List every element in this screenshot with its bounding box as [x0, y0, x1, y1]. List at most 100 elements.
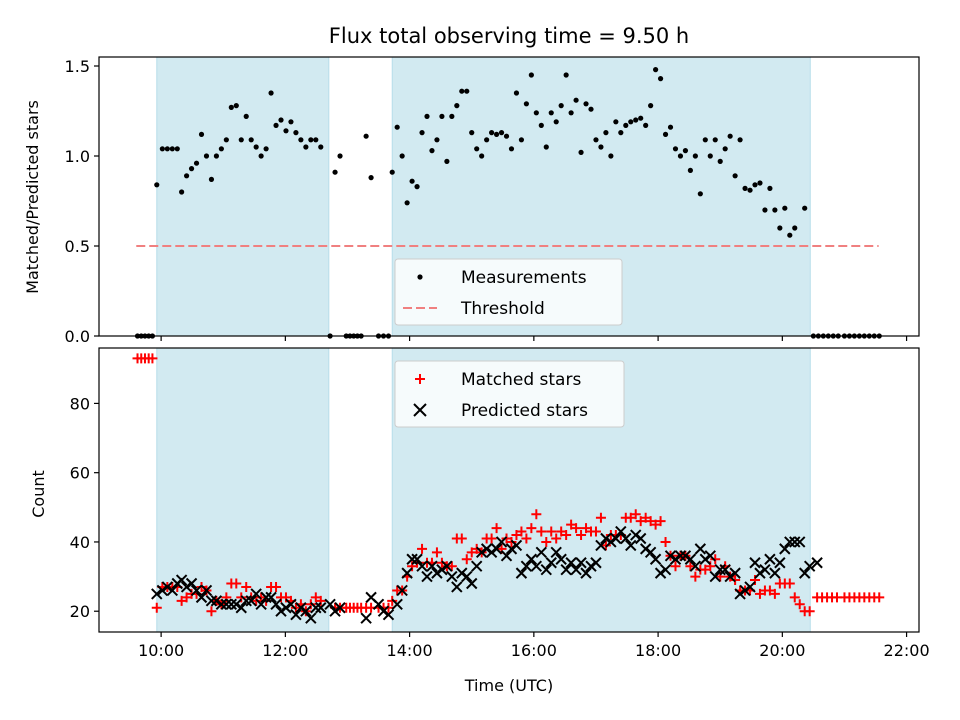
data-point: [315, 602, 327, 614]
data-point: [258, 153, 264, 159]
data-point: [575, 557, 587, 569]
data-point: [669, 553, 682, 565]
series-1: [134, 67, 882, 339]
x-axis-label: Time (UTC): [464, 676, 553, 695]
data-point: [702, 137, 708, 143]
data-point: [240, 595, 252, 607]
data-point: [180, 581, 193, 593]
data-point: [699, 553, 712, 565]
data-point: [628, 119, 634, 125]
data-point: [605, 536, 617, 548]
data-point: [526, 523, 537, 534]
data-point: [387, 595, 398, 606]
data-point: [396, 584, 408, 597]
data-point: [515, 567, 528, 579]
data-point: [250, 588, 262, 600]
data-point: [565, 557, 577, 569]
data-point: [475, 546, 488, 559]
data-point: [670, 561, 681, 572]
data-point: [324, 598, 336, 611]
data-point: [774, 557, 786, 569]
data-point: [516, 526, 527, 537]
x-tick-label: 20:00: [759, 641, 805, 660]
data-point: [553, 119, 559, 125]
data-point: [704, 550, 716, 562]
y-tick-label: 1.0: [65, 147, 90, 166]
data-point: [659, 563, 672, 576]
data-point: [198, 131, 205, 137]
data-point: [717, 158, 723, 164]
data-point: [213, 153, 220, 159]
data-point: [747, 187, 753, 193]
data-point: [151, 602, 162, 613]
data-point: [583, 101, 589, 107]
data-point: [461, 570, 473, 583]
y-tick-label: 0.0: [65, 327, 90, 346]
data-point: [792, 225, 798, 231]
data-point: [513, 90, 520, 96]
data-point: [486, 533, 497, 544]
data-point: [603, 130, 609, 136]
data-point: [293, 130, 299, 136]
data-point: [389, 169, 395, 175]
data-point: [329, 605, 341, 617]
data-point: [337, 153, 343, 159]
data-point: [714, 563, 726, 576]
data-point: [169, 146, 175, 152]
data-point: [441, 560, 453, 572]
data-point: [759, 563, 771, 576]
observing-window-1: [156, 347, 330, 633]
data-point: [638, 115, 644, 121]
data-point: [744, 581, 756, 593]
data-point: [543, 144, 549, 150]
data-point: [722, 146, 728, 152]
data-point: [363, 133, 369, 139]
data-point: [290, 608, 302, 621]
data-point: [490, 543, 503, 555]
x-tick-label: 16:00: [511, 641, 557, 660]
data-point: [436, 563, 448, 576]
data-point: [243, 113, 249, 119]
data-point: [600, 532, 612, 545]
data-point: [657, 76, 664, 82]
data-point: [709, 570, 721, 583]
data-point: [503, 133, 510, 139]
data-point: [730, 575, 741, 586]
data-point: [434, 137, 440, 143]
data-point: [757, 180, 763, 186]
bottom-y-axis-label: Count: [29, 470, 48, 518]
data-point: [540, 563, 552, 576]
data-point: [690, 571, 701, 582]
data-point: [318, 144, 324, 150]
data-point: [644, 546, 657, 559]
data-point: [811, 557, 823, 569]
data-point: [610, 532, 622, 545]
data-point: [368, 175, 374, 181]
data-point: [590, 526, 601, 537]
data-point: [595, 512, 606, 523]
data-point: [874, 592, 885, 603]
data-point: [568, 110, 574, 116]
data-point: [789, 536, 801, 548]
data-point: [545, 557, 557, 569]
data-point: [245, 595, 257, 607]
data-point: [674, 550, 687, 562]
data-point: [372, 598, 385, 611]
data-point: [414, 184, 420, 190]
data-point: [313, 137, 319, 143]
data-point: [598, 144, 604, 150]
data-point: [802, 205, 808, 211]
data-point: [429, 148, 435, 154]
top-panel-ratio: 0.0 0.5 1.0 1.5 Measurements Threshold: [65, 56, 920, 346]
data-point: [206, 606, 217, 617]
data-point: [278, 117, 284, 123]
data-point: [417, 543, 428, 554]
data-point: [620, 532, 632, 545]
data-point: [732, 173, 738, 179]
data-point: [633, 117, 639, 123]
data-point: [456, 567, 468, 579]
data-point: [694, 543, 707, 555]
data-point: [600, 540, 611, 551]
data-point: [712, 137, 718, 143]
data-point: [444, 158, 450, 164]
